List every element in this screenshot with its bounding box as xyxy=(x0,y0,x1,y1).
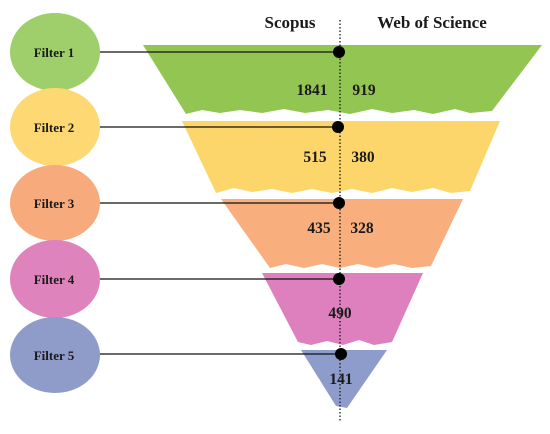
filter-label-3: Filter 3 xyxy=(34,196,75,211)
merged-count-filter-5: 141 xyxy=(329,371,352,388)
merged-count-filter-4: 490 xyxy=(328,305,352,322)
connector-dot-4 xyxy=(333,273,345,285)
filter-oval-5 xyxy=(10,317,100,393)
funnel-band-5 xyxy=(301,350,387,408)
funnel-band-2 xyxy=(182,121,500,193)
connector-dot-5 xyxy=(335,348,347,360)
funnel-band-3 xyxy=(221,199,463,268)
filter-oval-4 xyxy=(10,240,100,318)
filter-oval-3 xyxy=(10,165,100,241)
filter-oval-1 xyxy=(10,13,100,91)
filter-label-1: Filter 1 xyxy=(34,45,75,60)
wos-count-filter-2: 380 xyxy=(351,149,375,166)
filter-oval-2 xyxy=(10,88,100,166)
scopus-count-filter-3: 435 xyxy=(307,220,331,237)
wos-count-filter-3: 328 xyxy=(350,220,374,237)
funnel-band-4 xyxy=(262,273,423,345)
scopus-count-filter-1: 1841 xyxy=(297,82,328,99)
scopus-count-filter-2: 515 xyxy=(303,149,327,166)
filter-label-4: Filter 4 xyxy=(34,272,75,287)
filter-label-2: Filter 2 xyxy=(34,120,75,135)
connector-dot-1 xyxy=(333,46,345,58)
wos-count-filter-1: 919 xyxy=(352,82,376,99)
web-of-science-header: Web of Science xyxy=(377,13,487,32)
connector-dot-2 xyxy=(332,121,344,133)
filter-label-5: Filter 5 xyxy=(34,348,75,363)
funnel-band-1 xyxy=(143,45,542,114)
scopus-header: Scopus xyxy=(264,13,315,32)
connector-dot-3 xyxy=(333,197,345,209)
